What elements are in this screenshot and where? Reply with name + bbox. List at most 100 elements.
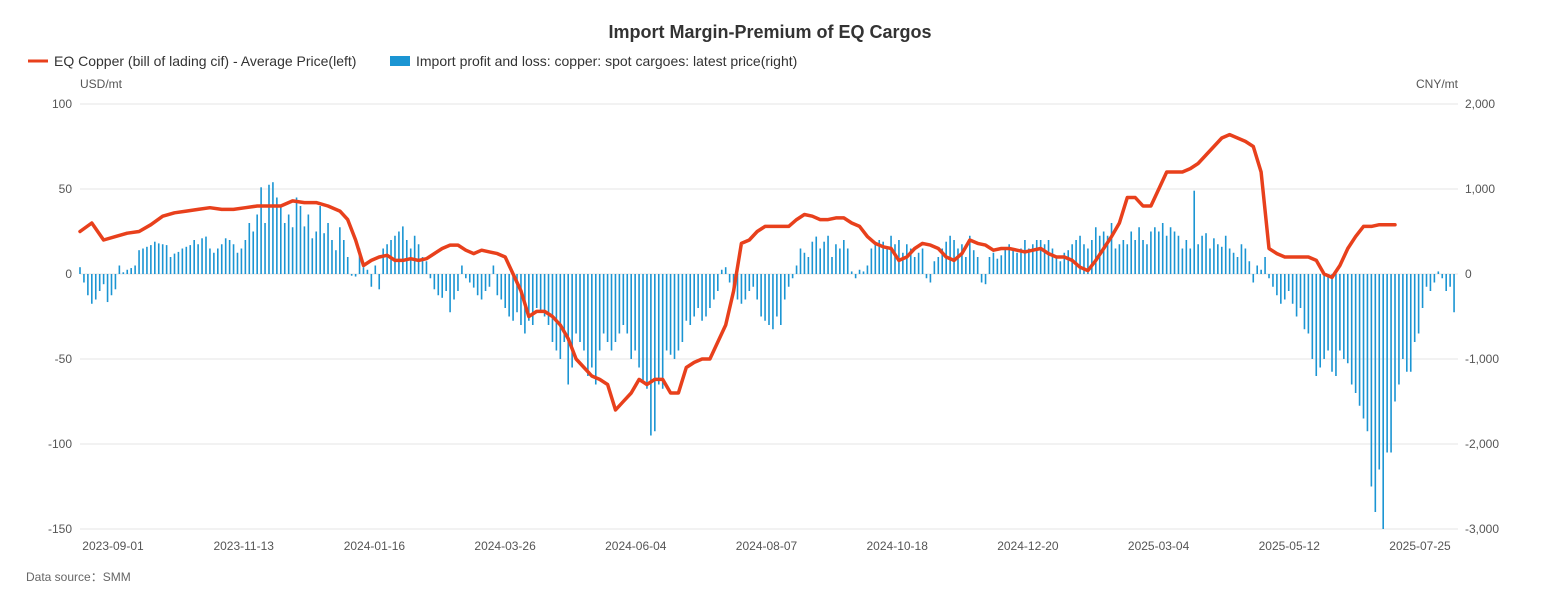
bar	[295, 197, 298, 274]
bar	[929, 274, 932, 283]
bar	[815, 236, 818, 274]
bar	[972, 250, 975, 274]
bar	[1402, 274, 1404, 359]
bar	[555, 274, 558, 351]
bar	[1134, 240, 1136, 274]
bar	[1020, 248, 1022, 274]
bar	[1386, 274, 1388, 453]
right-tick-label: -3,000	[1465, 522, 1499, 536]
bar	[665, 274, 668, 351]
bar	[709, 274, 711, 308]
bar-series	[79, 182, 1455, 529]
bar	[780, 274, 782, 325]
bar	[846, 248, 849, 274]
left-axis-unit: USD/mt	[80, 77, 123, 91]
bar	[795, 265, 798, 274]
bar	[531, 274, 534, 325]
bar	[346, 257, 349, 274]
bar	[1252, 274, 1255, 283]
bar	[1157, 231, 1160, 274]
left-tick-label: -150	[48, 522, 72, 536]
x-tick-label: 2024-08-07	[736, 539, 798, 553]
bar	[1228, 248, 1231, 274]
price-line	[78, 132, 1397, 412]
bar	[1142, 240, 1144, 274]
bar	[252, 231, 255, 274]
bar	[94, 274, 97, 300]
bar	[228, 240, 231, 274]
bar	[1154, 227, 1156, 274]
bar	[220, 244, 223, 274]
bar	[433, 274, 436, 290]
bar	[1272, 274, 1274, 287]
bar	[319, 206, 321, 274]
bar	[323, 233, 325, 274]
bar	[756, 274, 758, 300]
bar	[106, 274, 109, 303]
bar	[1276, 274, 1278, 296]
bar	[1346, 274, 1349, 364]
bar	[1370, 274, 1373, 487]
bar	[976, 257, 979, 274]
bar	[913, 257, 916, 274]
bar	[768, 274, 770, 325]
bar	[862, 271, 865, 274]
x-tick-label: 2023-09-01	[82, 539, 144, 553]
bar	[1378, 274, 1381, 470]
bar	[1398, 274, 1400, 385]
bar	[1039, 240, 1042, 274]
bar	[720, 269, 723, 274]
bar	[528, 274, 530, 321]
bar	[331, 240, 333, 274]
bar	[1268, 274, 1270, 279]
bar	[157, 243, 160, 274]
bar	[1311, 274, 1314, 359]
bar	[287, 214, 290, 274]
bar	[413, 235, 416, 274]
data-source: Data source：SMM	[26, 570, 131, 584]
bar	[370, 274, 373, 287]
bar	[114, 274, 117, 290]
bar	[1283, 274, 1286, 300]
bar	[150, 245, 152, 274]
bar	[811, 241, 814, 274]
bar	[646, 274, 648, 389]
bar	[350, 274, 353, 276]
bar	[890, 235, 892, 274]
bar	[961, 244, 963, 274]
bar	[618, 274, 621, 334]
bar	[1382, 274, 1384, 529]
bar	[386, 244, 388, 274]
legend[interactable]: EQ Copper (bill of lading cif) - Average…	[28, 53, 797, 69]
bar	[1012, 248, 1014, 274]
x-tick-label: 2025-07-25	[1389, 539, 1451, 553]
bar	[1083, 244, 1085, 274]
bar	[165, 245, 168, 274]
bar	[161, 244, 164, 274]
bar	[1126, 244, 1129, 274]
bar	[626, 274, 629, 334]
bar	[213, 252, 215, 274]
bar	[1417, 274, 1420, 334]
bar	[465, 274, 467, 279]
bar	[201, 238, 203, 274]
bar	[209, 248, 211, 274]
bar	[449, 274, 451, 313]
bar	[898, 240, 900, 274]
bar	[1205, 233, 1207, 274]
bar	[980, 274, 983, 283]
bar	[1079, 235, 1081, 274]
bar	[484, 274, 487, 291]
bar	[1256, 265, 1259, 274]
bar	[1016, 252, 1018, 274]
bar	[508, 274, 510, 317]
bar	[1122, 240, 1125, 274]
bar	[244, 240, 247, 274]
bar	[224, 238, 227, 274]
bar	[1217, 244, 1219, 274]
bar	[744, 274, 747, 300]
bar	[236, 252, 239, 274]
bar	[1315, 274, 1318, 376]
bar	[835, 244, 837, 274]
bar	[571, 274, 573, 368]
